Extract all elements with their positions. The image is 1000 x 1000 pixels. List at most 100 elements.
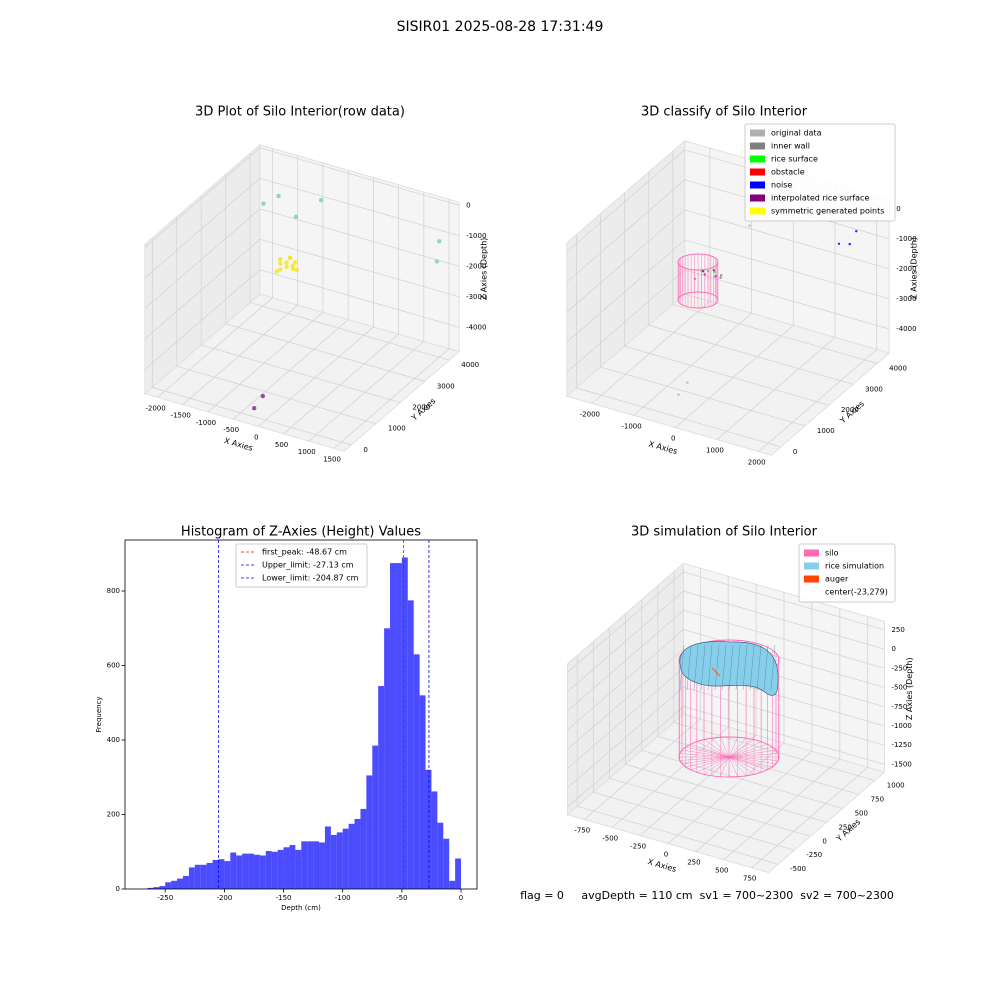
bar	[319, 842, 325, 889]
rice-surface	[679, 641, 779, 696]
silo-wire	[696, 756, 730, 773]
bar	[218, 859, 225, 889]
x-tick-label: 250	[687, 859, 700, 867]
x-tick-label: 0	[459, 894, 463, 902]
bar	[390, 563, 396, 889]
x-tick-label: 1000	[706, 447, 724, 455]
bar	[366, 775, 373, 889]
silo-wire	[728, 753, 779, 758]
grid-line	[609, 627, 811, 837]
y-tick-label: 200	[107, 811, 120, 819]
y-tick-label: 4000	[461, 361, 479, 369]
bar	[342, 828, 349, 889]
grid-line	[591, 148, 711, 404]
legend-swatch	[750, 194, 765, 202]
auger	[711, 667, 721, 677]
z-tick-label: -1000	[466, 232, 486, 240]
point	[294, 267, 299, 273]
silo-wire	[720, 756, 730, 777]
silo-wire	[728, 756, 779, 761]
z-tick-label: -500	[891, 684, 907, 692]
chart-title: Histogram of Z-Axies (Height) Values	[181, 525, 421, 540]
x-tick-label: -2000	[580, 410, 600, 418]
point	[748, 224, 751, 227]
legend-box	[798, 543, 896, 603]
z-tick-label: -750	[891, 703, 907, 711]
grid-line	[567, 609, 885, 712]
grid-line	[584, 568, 701, 820]
y-tick-label: 2000	[412, 404, 430, 412]
x-tick-label: -50	[396, 894, 407, 902]
grid-line	[567, 590, 885, 692]
bar	[200, 864, 207, 889]
z-tick-label: -3000	[466, 293, 486, 301]
bar	[384, 628, 391, 889]
legend-label: symmetric generated points	[771, 207, 884, 216]
rice-mesh	[770, 644, 776, 691]
silo-wire	[685, 746, 730, 758]
legend-swatch	[750, 129, 765, 137]
grid-line	[648, 172, 854, 385]
grid-line	[144, 177, 460, 279]
y-tick-label: 400	[107, 736, 120, 744]
y-tick-label: -250	[806, 851, 822, 859]
grid-line	[200, 195, 401, 403]
bar	[242, 853, 249, 889]
point	[719, 276, 722, 279]
legend-swatch	[750, 155, 765, 163]
grid-line	[576, 234, 781, 448]
silo-wire	[728, 756, 777, 765]
silo-wire	[728, 741, 762, 758]
x-tick-label: -100	[335, 894, 351, 902]
figure-title: SISIR01 2025-08-28 17:31:49	[397, 19, 604, 35]
bar	[336, 832, 343, 889]
grid-line	[157, 148, 273, 398]
point	[277, 257, 283, 262]
z-axis-label: Z Axies (Depth)	[480, 238, 489, 301]
x-tick-label: -1500	[171, 412, 191, 420]
grid-line	[576, 655, 779, 865]
silo-wire	[728, 756, 755, 775]
silo-wire	[685, 756, 730, 768]
silo-wire	[690, 743, 730, 758]
bar	[230, 852, 237, 889]
bar	[378, 686, 385, 889]
grid-line	[225, 174, 425, 382]
point	[290, 266, 296, 272]
point	[434, 259, 440, 264]
y-tick-label: 1000	[817, 427, 835, 435]
point	[278, 267, 283, 272]
rice-mesh	[763, 644, 769, 691]
x-tick-label: -2000	[145, 404, 165, 412]
z-tick-label: -4000	[896, 325, 916, 333]
bar	[455, 858, 462, 889]
x-tick-label: 750	[743, 875, 756, 883]
rice-mesh	[707, 644, 713, 691]
point	[261, 201, 266, 206]
legend-label: Upper_limit: -27.13 cm	[262, 561, 354, 570]
point	[318, 197, 324, 203]
grid-line	[675, 172, 794, 428]
grid-line	[672, 151, 878, 364]
status-line: flag = 0 avgDepth = 110 cm sv1 = 700~230…	[520, 889, 894, 902]
y-tick-label: 800	[107, 587, 120, 595]
bar	[419, 695, 426, 889]
legend-label: obstacle	[771, 168, 805, 177]
grid-line	[144, 147, 460, 248]
bar	[301, 841, 308, 889]
x-tick-label: 0	[664, 851, 668, 859]
bar	[171, 880, 178, 889]
z-tick-label: -1500	[891, 760, 911, 768]
grid-line	[639, 584, 757, 836]
silo-wire	[690, 756, 730, 771]
rice-mesh	[742, 644, 748, 691]
point	[837, 242, 841, 246]
grid-line	[592, 641, 795, 851]
point	[719, 274, 723, 277]
legend-label: rice surface	[771, 155, 818, 164]
grid-line	[232, 170, 349, 420]
grid-line	[176, 216, 377, 425]
grid-line	[600, 213, 806, 427]
legend-label: silo	[825, 549, 839, 558]
silo-wire	[703, 739, 730, 758]
